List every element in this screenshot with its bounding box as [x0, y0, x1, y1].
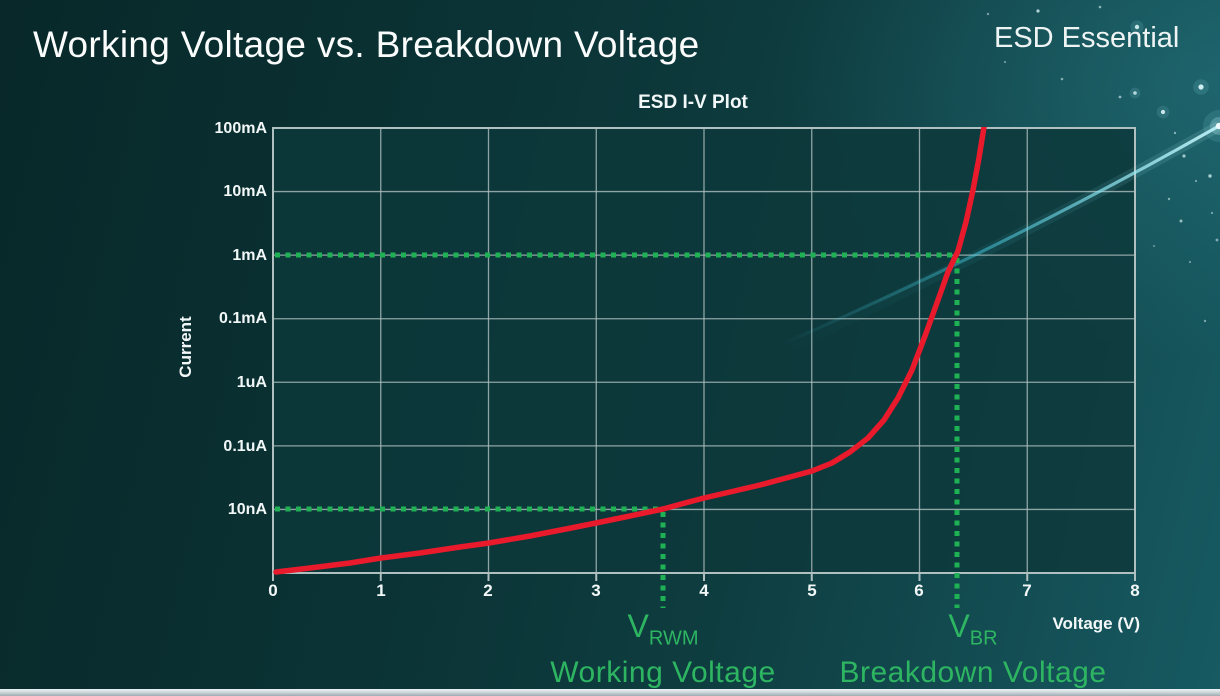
x-tick-4: 4 [699, 581, 709, 600]
y-tick-1uA: 1uA [236, 374, 267, 391]
y-tick-10mA: 10mA [223, 183, 267, 200]
bottom-edge-strip [0, 689, 1220, 696]
brand-text: ESD Essential [994, 22, 1180, 54]
y-tick-1mA: 1mA [232, 247, 267, 264]
x-tick-2: 2 [483, 581, 493, 600]
y-tick-0.1mA: 0.1mA [218, 310, 267, 327]
working-voltage-caption: Working Voltage [550, 656, 776, 690]
x-tick-5: 5 [807, 581, 817, 600]
y-tick-10nA: 10nA [227, 501, 267, 518]
x-tick-6: 6 [914, 581, 924, 600]
x-axis-label: Voltage (V) [1052, 614, 1140, 633]
page-title: Working Voltage vs. Breakdown Voltage [33, 24, 700, 65]
chart-title: ESD I-V Plot [638, 92, 748, 113]
y-tick-0.1uA: 0.1uA [223, 438, 267, 455]
x-tick-8: 8 [1130, 581, 1140, 600]
marker-breakdown-voltage: VBR Breakdown Voltage [818, 609, 1128, 690]
x-tick-3: 3 [591, 581, 601, 600]
x-tick-1: 1 [376, 581, 386, 600]
breakdown-voltage-caption: Breakdown Voltage [839, 656, 1107, 690]
x-tick-0: 0 [268, 581, 278, 600]
x-tick-7: 7 [1022, 581, 1032, 600]
vbr-symbol: VBR [948, 608, 998, 650]
y-tick-100mA: 100mA [214, 120, 267, 137]
vrwm-symbol: VRWM [627, 608, 699, 650]
marker-working-voltage: VRWM Working Voltage [513, 609, 813, 690]
